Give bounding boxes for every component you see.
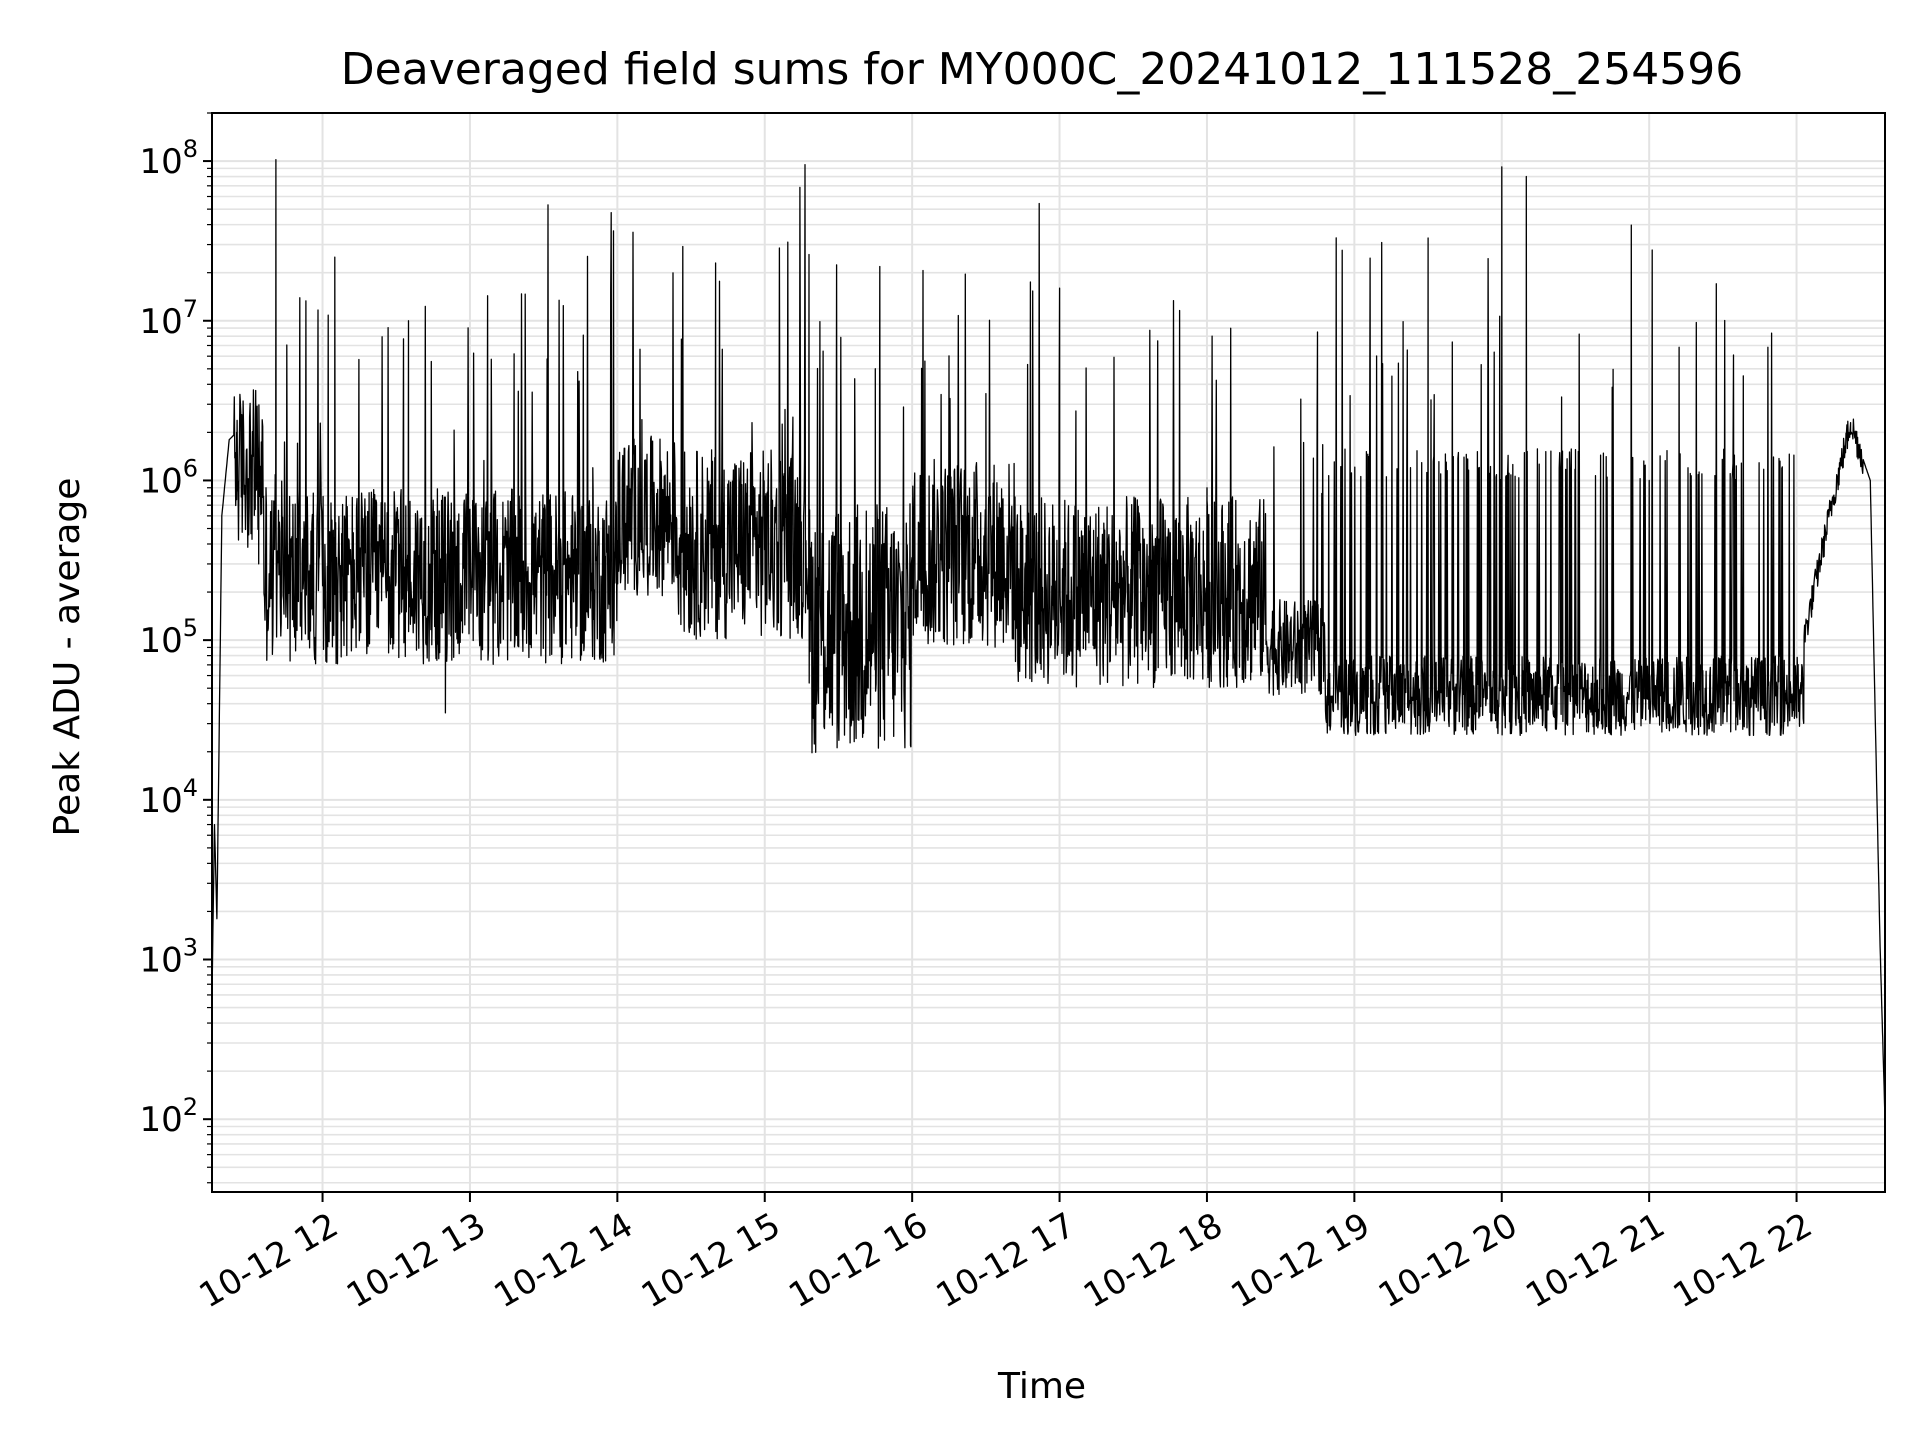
y-tick-base: 10 bbox=[139, 461, 182, 501]
x-axis-label: Time bbox=[997, 1366, 1086, 1407]
y-tick-label: 103 bbox=[139, 934, 198, 981]
y-tick-exponent: 7 bbox=[183, 295, 198, 323]
y-tick-base: 10 bbox=[139, 142, 182, 182]
chart-title: Deaveraged field sums for MY000C_2024101… bbox=[341, 44, 1743, 95]
y-tick-label: 105 bbox=[139, 614, 198, 661]
plot-frame bbox=[211, 112, 1886, 1193]
y-tick-base: 10 bbox=[139, 302, 182, 342]
y-tick-exponent: 5 bbox=[183, 614, 198, 642]
y-tick-exponent: 8 bbox=[183, 135, 198, 163]
y-tick-exponent: 4 bbox=[183, 774, 198, 802]
y-tick-label: 108 bbox=[139, 135, 198, 182]
series-path bbox=[211, 159, 1886, 1120]
y-tick-label: 106 bbox=[139, 454, 198, 501]
y-tick-exponent: 2 bbox=[183, 1093, 198, 1121]
y-tick-exponent: 6 bbox=[183, 454, 198, 482]
y-tick-label: 104 bbox=[139, 774, 198, 821]
y-tick-exponent: 3 bbox=[183, 934, 198, 962]
y-axis-label: Peak ADU - average bbox=[47, 478, 88, 837]
y-tick-base: 10 bbox=[139, 1100, 182, 1140]
y-tick-label: 107 bbox=[139, 295, 198, 342]
y-tick-base: 10 bbox=[139, 781, 182, 821]
y-tick-base: 10 bbox=[139, 621, 182, 661]
y-tick-label: 102 bbox=[139, 1093, 198, 1140]
series-line bbox=[211, 159, 1886, 1120]
y-tick-base: 10 bbox=[139, 941, 182, 981]
